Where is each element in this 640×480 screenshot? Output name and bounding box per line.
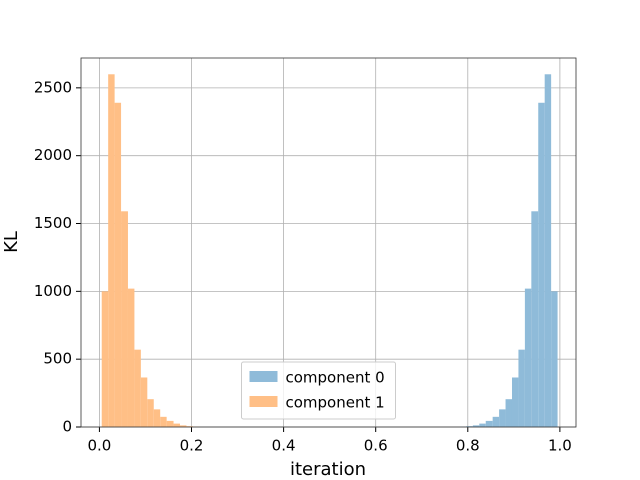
bar	[485, 420, 493, 427]
bar	[173, 423, 180, 427]
bar	[153, 409, 161, 427]
x-tick-label: 0.4	[272, 437, 296, 455]
bar	[466, 426, 473, 427]
bar	[479, 423, 486, 427]
legend-swatch	[249, 396, 278, 407]
bar	[134, 349, 141, 427]
x-tick-label: 0.2	[180, 437, 204, 455]
bar	[505, 399, 512, 427]
x-tick-label: 0.8	[456, 437, 480, 455]
bar	[511, 377, 519, 427]
x-tick-label: 1.0	[548, 437, 572, 455]
bar	[544, 74, 552, 427]
bar	[166, 420, 174, 427]
bar	[492, 416, 500, 427]
bar	[160, 416, 167, 427]
bar	[538, 102, 545, 428]
x-axis-label: iteration	[290, 459, 366, 480]
bar	[114, 102, 122, 428]
legend-swatch	[249, 371, 278, 382]
y-axis-label: KL	[1, 231, 22, 253]
bar	[524, 288, 532, 427]
x-tick-label: 0.6	[364, 437, 388, 455]
y-tick-label: 0	[62, 418, 72, 436]
y-tick-label: 1500	[34, 214, 72, 232]
bar	[186, 426, 193, 427]
bar	[531, 211, 539, 427]
legend-label: component 0	[286, 369, 385, 387]
bar	[518, 349, 525, 427]
bar	[147, 399, 154, 427]
bar	[108, 74, 115, 427]
y-tick-label: 500	[43, 350, 72, 368]
bar	[551, 291, 558, 427]
bar	[121, 211, 128, 427]
bar	[101, 291, 109, 427]
y-tick-label: 1000	[34, 282, 72, 300]
bar	[499, 409, 506, 427]
bar	[472, 425, 480, 427]
bar	[140, 377, 148, 427]
bar	[180, 425, 187, 427]
legend-label: component 1	[286, 394, 385, 412]
x-tick-label: 0.0	[87, 437, 111, 455]
y-tick-label: 2000	[34, 146, 72, 164]
y-tick-label: 2500	[34, 78, 72, 96]
legend-box	[241, 361, 396, 420]
bar	[127, 288, 135, 427]
plot-frame	[80, 57, 577, 428]
